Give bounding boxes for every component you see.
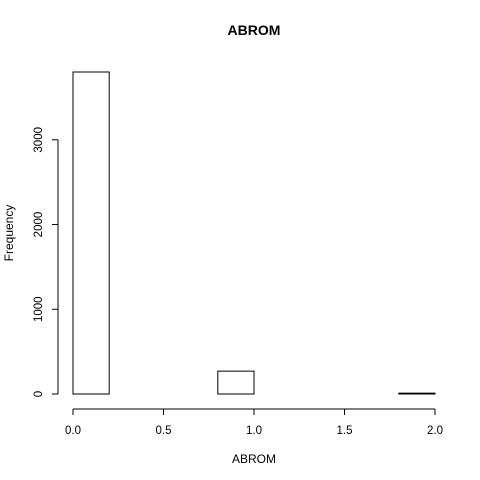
x-tick-label: 0.0 bbox=[65, 425, 81, 437]
histogram-bar-0 bbox=[72, 71, 110, 395]
x-tick-label: 1.5 bbox=[337, 425, 353, 437]
x-tick-label: 2.0 bbox=[427, 425, 443, 437]
y-axis-label: Frequency bbox=[2, 205, 16, 262]
chart-title: ABROM bbox=[228, 22, 281, 38]
histogram-bar-9 bbox=[398, 392, 436, 395]
y-tick-label: 2000 bbox=[33, 212, 45, 238]
x-axis: 0.0 0.5 1.0 1.5 2.0 bbox=[65, 408, 443, 437]
y-axis: 0 1000 2000 3000 bbox=[33, 127, 59, 397]
y-tick-label: 3000 bbox=[33, 127, 45, 153]
histogram-bar-4 bbox=[217, 370, 255, 395]
x-axis-label: ABROM bbox=[232, 452, 276, 466]
x-tick-label: 0.5 bbox=[156, 425, 172, 437]
bars-group bbox=[72, 71, 436, 395]
x-tick-label: 1.0 bbox=[246, 425, 262, 437]
y-tick-label: 1000 bbox=[33, 296, 45, 322]
y-tick-label: 0 bbox=[33, 391, 45, 397]
